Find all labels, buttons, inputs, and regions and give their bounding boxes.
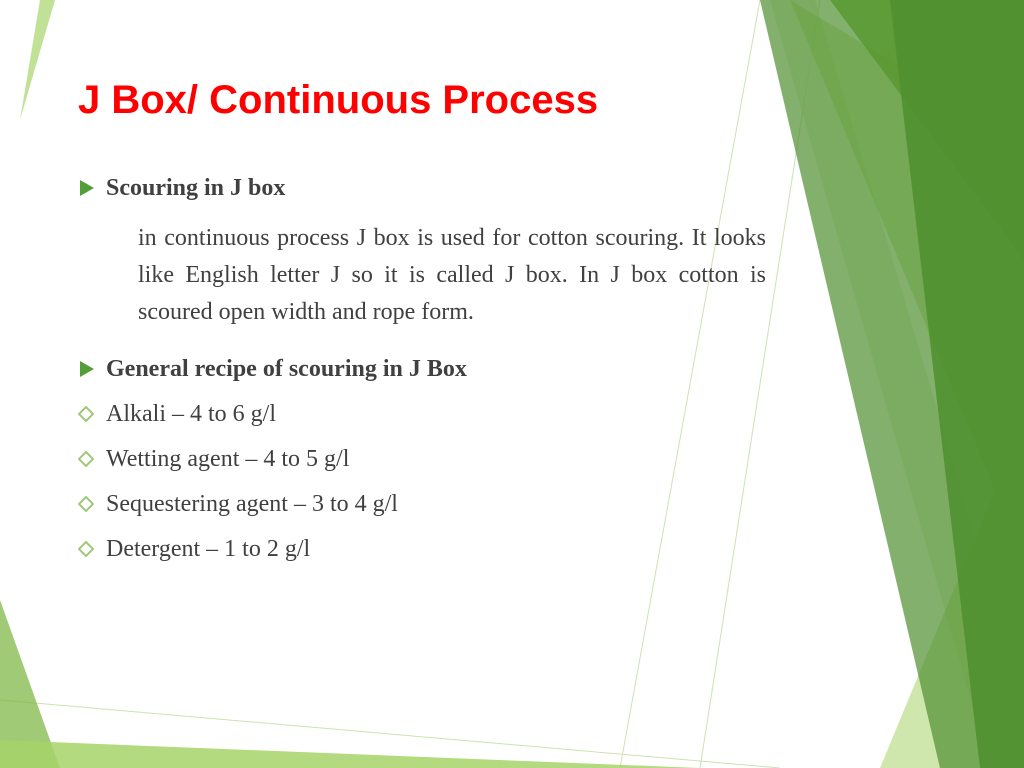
list-item-row: Sequestering agent – 3 to 4 g/l <box>78 491 954 518</box>
diamond-bullet-icon <box>78 401 106 422</box>
section-heading: Scouring in J box <box>106 175 285 202</box>
slide-content: J Box/ Continuous Process Scouring in J … <box>0 0 1024 563</box>
triangle-bullet-icon <box>78 175 106 197</box>
list-item-text: Wetting agent – 4 to 5 g/l <box>106 446 349 473</box>
list-item-row: Wetting agent – 4 to 5 g/l <box>78 446 954 473</box>
section-heading: General recipe of scouring in J Box <box>106 356 467 383</box>
bullet-heading-row: General recipe of scouring in J Box <box>78 356 954 383</box>
list-item-text: Alkali – 4 to 6 g/l <box>106 401 276 428</box>
section-paragraph: in continuous process J box is used for … <box>106 220 766 332</box>
list-item-row: Alkali – 4 to 6 g/l <box>78 401 954 428</box>
diamond-bullet-icon <box>78 446 106 467</box>
triangle-bullet-icon <box>78 356 106 378</box>
diamond-bullet-icon <box>78 491 106 512</box>
diamond-bullet-icon <box>78 536 106 557</box>
list-item-row: Detergent – 1 to 2 g/l <box>78 536 954 563</box>
bullet-heading-row: Scouring in J box <box>78 175 954 202</box>
list-item-text: Sequestering agent – 3 to 4 g/l <box>106 491 398 518</box>
paragraph-row: in continuous process J box is used for … <box>78 220 954 332</box>
list-item-text: Detergent – 1 to 2 g/l <box>106 536 310 563</box>
slide-title: J Box/ Continuous Process <box>78 78 954 123</box>
